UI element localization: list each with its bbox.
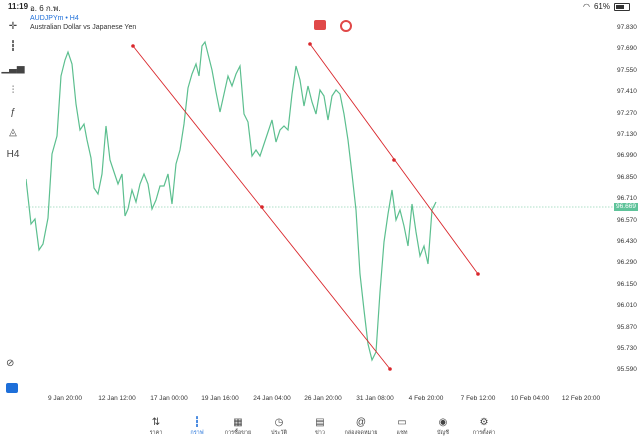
time-tick: 31 Jan 08:00 (356, 395, 394, 402)
price-tick: 97.130 (617, 131, 637, 138)
nav-account[interactable]: ◉ บัญชี (423, 406, 464, 447)
nav-chart[interactable]: ┇ กราฟ (177, 406, 218, 447)
time-tick: 19 Jan 16:00 (201, 395, 239, 402)
timeframe-icon[interactable]: H4 (6, 148, 20, 160)
battery-icon (614, 2, 630, 11)
account-icon: ◉ (438, 417, 448, 428)
nav-mailbox[interactable]: @ กล่องจดหมาย (341, 406, 382, 447)
price-line (26, 40, 437, 362)
price-tick: 97.410 (617, 88, 637, 96)
nav-label: การตั้งค่า (472, 430, 496, 436)
time-tick: 7 Feb 12:00 (460, 395, 496, 402)
battery-percent: 61% (593, 2, 610, 11)
time-tick: 4 Feb 20:00 (408, 395, 444, 402)
chart-icon: ┇ (193, 417, 201, 428)
nav-label: แชท (396, 430, 408, 436)
symbol-name: AUDJPYm (30, 15, 64, 22)
symbol-timeframe: H4 (69, 15, 79, 22)
price-chart[interactable] (26, 14, 614, 406)
quick-trade-icon[interactable]: ⊘ (6, 358, 15, 369)
price-tick: 96.010 (617, 302, 637, 310)
price-tick: 95.590 (617, 366, 637, 374)
history-icon: ◷ (274, 417, 284, 428)
price-tick: 95.870 (617, 323, 637, 331)
price-tick: 96.990 (617, 152, 637, 160)
symbol-description: Australian Dollar vs Japanese Yen (30, 24, 137, 31)
time-tick: 10 Feb 04:00 (510, 395, 550, 402)
bottom-navigation: ⇅ ราคา ┇ กราฟ ▦ การซื้อขาย ◷ ประวัติ ▤ ข่าว @ กล่อง… (0, 406, 640, 447)
one-click-trading-icon[interactable] (6, 383, 18, 393)
trendline-handle[interactable] (388, 367, 392, 371)
symbol-title[interactable]: AUDJPYm • H4 (30, 15, 79, 22)
price-tick: 96.710 (617, 195, 637, 203)
price-tick: 96.290 (617, 259, 637, 267)
price-tick: 95.730 (617, 345, 637, 352)
status-date: อ. 6 ก.พ. (30, 4, 61, 13)
trendline-handle[interactable] (308, 42, 312, 46)
crosshair-icon[interactable]: ✛ (8, 20, 18, 32)
price-tick: 97.550 (617, 66, 637, 74)
nav-news[interactable]: ▤ ข่าว (300, 406, 341, 447)
trendline-handle[interactable] (476, 272, 480, 276)
time-tick: 26 Jan 20:00 (304, 395, 342, 402)
settings-icon: ⚙ (479, 417, 489, 428)
chat-icon: ▭ (397, 417, 407, 428)
nav-chat[interactable]: ▭ แชท (382, 406, 423, 447)
price-tick: 97.690 (617, 45, 637, 53)
mailbox-icon: @ (355, 417, 367, 428)
status-time: 11:19 (8, 2, 29, 11)
indicators-icon[interactable]: ⫶ (11, 84, 15, 96)
status-right: ◠ 61% (583, 2, 630, 11)
news-icon: ▤ (315, 417, 325, 428)
time-tick: 12 Jan 12:00 (98, 395, 136, 402)
time-tick: 9 Jan 20:00 (48, 395, 82, 402)
price-tick: 97.830 (617, 24, 637, 31)
candles-icon[interactable]: ┇ (9, 40, 17, 52)
trendline-handle[interactable] (260, 205, 264, 209)
nav-settings[interactable]: ⚙ การตั้งค่า (464, 406, 505, 447)
price-tick: 96.150 (617, 280, 637, 288)
cycle-icon[interactable] (340, 20, 352, 32)
nav-label: กล่องจดหมาย (344, 430, 378, 436)
time-tick: 12 Feb 20:00 (561, 395, 601, 402)
nav-label: บัญชี (437, 430, 449, 436)
nav-label: ข่าว (315, 430, 325, 436)
objects-icon[interactable]: ◬ (9, 126, 17, 138)
function-icon[interactable]: ƒ (10, 106, 16, 118)
trendline-handle[interactable] (392, 158, 396, 162)
nav-quotes[interactable]: ⇅ ราคา (136, 406, 177, 447)
price-axis: 97.830 97.690 97.550 97.410 97.270 97.130 96.9… (614, 14, 640, 406)
time-tick: 17 Jan 00:00 (150, 395, 188, 402)
price-tick: 96.570 (617, 216, 637, 224)
bars-chart-icon[interactable]: ▁▃▅ (1, 62, 25, 74)
time-tick: 24 Jan 04:00 (253, 395, 291, 402)
price-tick: 96.850 (617, 173, 637, 181)
nav-label: ราคา (149, 430, 163, 436)
nav-trade[interactable]: ▦ การซื้อขาย (218, 406, 259, 447)
nav-history[interactable]: ◷ ประวัติ (259, 406, 300, 447)
price-tick: 96.430 (617, 238, 637, 245)
status-bar: 11:19 อ. 6 ก.พ. ◠ 61% (0, 0, 640, 14)
trade-icon: ▦ (233, 417, 243, 428)
current-price-label: 96.669 (614, 203, 638, 211)
nav-label: ประวัติ (270, 430, 288, 436)
left-toolbar: ✛ ┇ ▁▃▅ ⫶ ƒ ◬ H4 (0, 14, 26, 406)
wifi-icon: ◠ (583, 2, 590, 11)
quotes-icon: ⇅ (151, 417, 161, 428)
trendline-handle[interactable] (131, 44, 135, 48)
nav-label: การซื้อขาย (224, 430, 252, 436)
nav-label: กราฟ (190, 430, 204, 436)
sell-buy-panel-icon[interactable] (314, 20, 326, 30)
price-tick: 97.270 (617, 109, 637, 117)
